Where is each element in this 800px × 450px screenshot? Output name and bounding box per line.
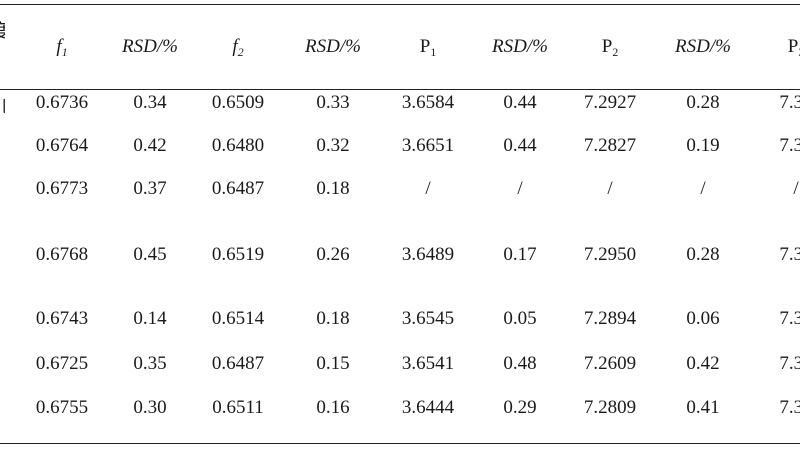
row-stub [0,308,5,330]
table-cell: 7.31 [779,244,800,265]
table-cell: 0.45 [133,244,167,265]
row-stub [0,244,5,266]
table-cell: 7.2609 [583,353,637,374]
table-cell: 0.6480 [211,135,265,156]
table-cell: 7.2827 [583,135,637,156]
table-cell: 7.31 [779,397,800,418]
table-cell: 0.6725 [35,353,89,374]
table-cell: 3.6651 [401,135,455,156]
table-cell: / [607,178,613,199]
table-cell: 0.19 [686,135,720,156]
table-cell: 7.31 [779,308,800,329]
table-cell: 0.17 [503,244,537,265]
table-cell: 3.6584 [401,92,455,113]
row-stub [0,135,5,157]
table-cell: 0.18 [316,178,350,199]
table-cell: 0.6487 [211,353,265,374]
column-header-7: P2 [601,36,619,60]
table-cell: 0.6768 [35,244,89,265]
table-cell: 0.6773 [35,178,89,199]
column-header-2: RSD/% [122,36,178,57]
table-cell: 0.6519 [211,244,265,265]
top-rule [0,4,800,5]
table-cell: 0.6514 [211,308,265,329]
table-cell: / [517,178,523,199]
table-cell: 7.2809 [583,397,637,418]
table-cell: 7.33 [779,353,800,374]
column-header-8: RSD/% [675,36,731,57]
table-cell: 0.33 [316,92,350,113]
table-cell: 0.15 [316,353,350,374]
table-cell: 0.37 [133,178,167,199]
table-cell: 7.31 [779,92,800,113]
table-cell: 0.14 [133,308,167,329]
table-cell: 0.6487 [211,178,265,199]
table-cell: 0.6511 [212,397,264,418]
table-cell: 3.6489 [401,244,455,265]
table-cell: 0.18 [316,308,350,329]
row-stub [0,397,5,419]
table-cell: 0.6743 [35,308,89,329]
bottom-rule [0,443,800,444]
column-header-9: P3 [787,36,800,58]
table-cell: / [425,178,431,199]
table-cell: 0.44 [503,135,537,156]
table-cell: 0.6509 [211,92,265,113]
table-cell: 0.42 [133,135,167,156]
table-cell: 0.05 [503,308,537,329]
table-cell: 3.6545 [401,308,455,329]
table-cell: 3.6541 [401,353,455,374]
column-header-6: RSD/% [492,36,548,57]
table-cell: 0.30 [133,397,167,418]
table-cell: / [793,178,799,199]
table-cell: / [700,178,706,199]
row-stub: 〔 [0,92,5,119]
table-cell: 0.16 [316,397,350,418]
table-cell: 0.32 [316,135,350,156]
table-cell: 0.29 [503,397,537,418]
table-cell: 0.28 [686,92,720,113]
table-cell: 7.34 [779,135,800,156]
row-stub [0,353,5,375]
row-stub [0,178,5,200]
table-cell: 0.34 [133,92,167,113]
column-header-3: f2 [232,36,244,60]
table-cell: 0.48 [503,353,537,374]
table-cell: 0.6764 [35,135,89,156]
table-cell: 0.42 [686,353,720,374]
table-cell: 3.6444 [401,397,455,418]
table-cell: 0.41 [686,397,720,418]
table-cell: 7.2894 [583,308,637,329]
table-cell: 0.06 [686,308,720,329]
table-cell: 0.44 [503,92,537,113]
table-cell: 0.6736 [35,92,89,113]
table-cell: 7.2950 [583,244,637,265]
column-header-5: P1 [419,36,437,60]
table-cell: 0.35 [133,353,167,374]
table-cell: 0.6755 [35,397,89,418]
table-cell: 7.2927 [583,92,637,113]
header-stub: 度 [0,16,5,43]
header-rule [0,89,800,90]
column-header-4: RSD/% [305,36,361,57]
table-cell: 0.28 [686,244,720,265]
column-header-1: f1 [56,36,68,60]
table-cell: 0.26 [316,244,350,265]
